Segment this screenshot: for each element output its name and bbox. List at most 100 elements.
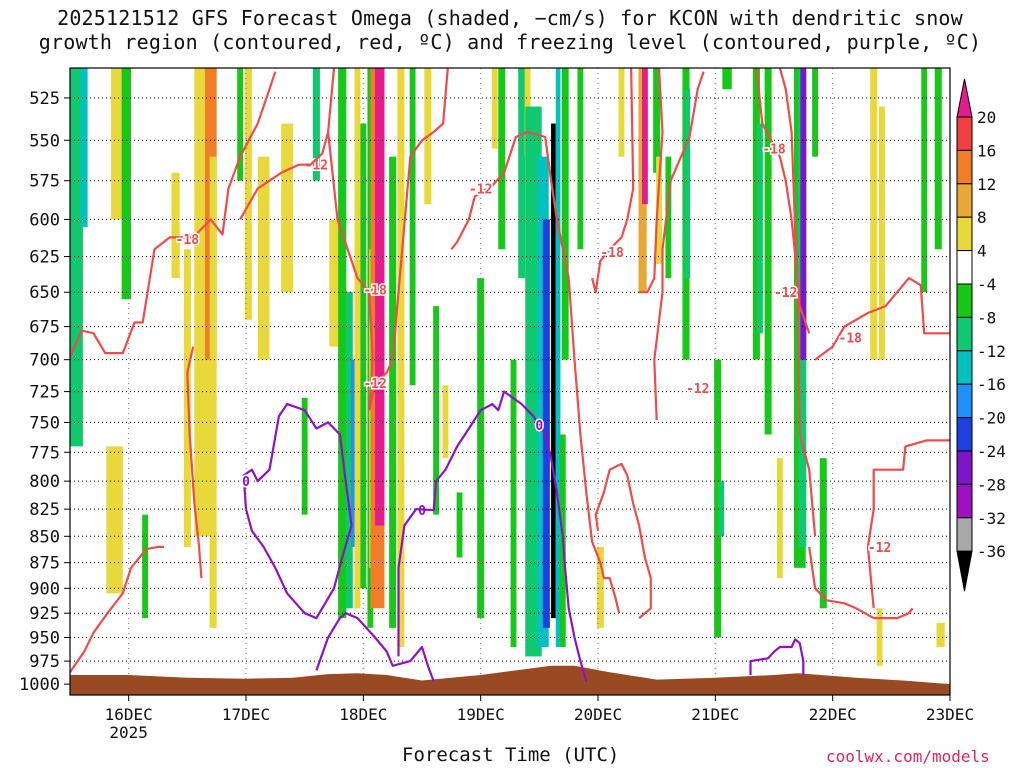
colorbar-bin [956, 316, 973, 352]
dgz-contour [239, 68, 336, 220]
freezing-level-contour [315, 612, 435, 682]
x-axis-ticks: 16DEC 17DEC 18DEC 19DEC 20DEC 21DEC 22DEC 23DEC… [105, 695, 974, 742]
omega-band [642, 68, 648, 205]
omega-band [498, 68, 506, 250]
colorbar-label: -28 [977, 475, 1006, 494]
omega-band [389, 156, 397, 628]
colorbar-bin [956, 116, 973, 151]
y-tick-label: 725 [29, 383, 60, 403]
colorbar-arrow-top [956, 78, 973, 118]
y-tick-label: 950 [29, 628, 60, 648]
omega-band [714, 359, 722, 638]
colorbar-label: 12 [977, 175, 996, 194]
gridlines [70, 68, 951, 695]
y-tick-label: 1000 [19, 675, 60, 695]
omega-band [812, 68, 818, 157]
terrain-surface [70, 665, 950, 695]
omega-band [329, 219, 339, 347]
omega-band [257, 156, 270, 360]
omega-band [171, 172, 180, 279]
y-tick-label: 575 [29, 172, 60, 192]
omega-band [237, 68, 244, 181]
y-tick-label: 875 [29, 554, 60, 574]
dgz-contour [567, 278, 621, 614]
colorbar-bin [956, 417, 973, 452]
omega-band [111, 68, 123, 220]
colorbar-arrow-bottom [956, 550, 973, 592]
colorbar-bin [956, 483, 973, 519]
y-tick-label: 925 [29, 604, 60, 624]
source-credit: coolwx.com/models [826, 747, 990, 766]
omega-band [876, 608, 883, 666]
y-tick-label: 700 [29, 351, 60, 371]
y-tick-label: 525 [29, 89, 60, 109]
contour-label: -18 [762, 143, 786, 158]
contour-label: -12 [363, 377, 386, 392]
contour-label: -12 [305, 159, 328, 174]
omega-band [244, 68, 252, 320]
colorbar-bin [956, 383, 973, 419]
dgz-contour [866, 439, 950, 609]
x-tick-label: 17DEC [222, 705, 270, 724]
contour-label: -12 [868, 541, 891, 556]
omega-band [397, 68, 405, 648]
colorbar-label: 4 [977, 242, 987, 261]
omega-band [656, 156, 662, 264]
dgz-contour [450, 130, 570, 279]
x-tick-label: 20DEC [574, 705, 622, 724]
x-tick-label: 19DEC [457, 705, 505, 724]
colorbar-label: 8 [977, 208, 987, 227]
plot-border [69, 67, 951, 696]
omega-band [518, 68, 526, 279]
dgz-contour [755, 68, 811, 334]
x-tick-label: 21DEC [691, 705, 739, 724]
omega-band [456, 492, 463, 558]
dgz-contour [594, 462, 652, 619]
colorbar: 20 16 12 8 4 -4 -8 -12 -16 -20 -24 -28 -32 -36 [956, 78, 1006, 592]
dgz-contour [808, 546, 914, 620]
colorbar-label: -36 [977, 542, 1006, 561]
omega-band [106, 446, 123, 594]
plot-frame [69, 67, 951, 696]
dgz-contour [186, 346, 203, 579]
freezing-level-contour [749, 638, 805, 675]
omega-band [800, 68, 807, 360]
contour-label: -18 [839, 331, 863, 346]
contour-label: -12 [686, 382, 709, 397]
y-tick-label: 850 [29, 527, 60, 547]
colorbar-label: 16 [977, 141, 996, 160]
omega-band [934, 68, 942, 250]
chart-title: 2025121512 GFS Forecast Omega (shaded, −… [38, 6, 982, 54]
omega-band [756, 123, 763, 334]
colorbar-label: -20 [977, 409, 1006, 428]
dgz-contour [814, 277, 950, 361]
omega-band [209, 156, 217, 628]
colorbar-label: -12 [977, 342, 1006, 361]
omega-band [921, 68, 928, 293]
omega-band [870, 68, 878, 360]
omega-band [281, 123, 293, 293]
contour-label: 0 [418, 504, 426, 519]
freezing-level-contour [242, 403, 353, 620]
x-tick-label: 23DEC [926, 705, 974, 724]
omega-band [121, 68, 132, 300]
contour-label: 0 [535, 419, 543, 434]
omega-band [618, 68, 625, 157]
x-tick-label: 16DEC [105, 705, 153, 724]
omega-band [80, 68, 88, 227]
colorbar-label: -24 [977, 442, 1006, 461]
contours: -18 -12 -18 -12 -12 -18 -12 -18 -12 -18 -12 0 0 0 [70, 68, 950, 682]
omega-band [776, 458, 783, 579]
dgz-contour [368, 68, 449, 411]
omega-band [684, 89, 691, 279]
y-tick-label: 600 [29, 210, 60, 230]
dgz-contour [70, 71, 277, 358]
terrain-fill [70, 665, 950, 695]
colorbar-bin [956, 450, 973, 485]
contour-label: -12 [469, 183, 492, 198]
colorbar-bin [956, 216, 973, 252]
y-tick-label: 900 [29, 579, 60, 599]
omega-band [551, 123, 556, 619]
y-tick-label: 750 [29, 413, 60, 433]
omega-band [491, 68, 498, 149]
